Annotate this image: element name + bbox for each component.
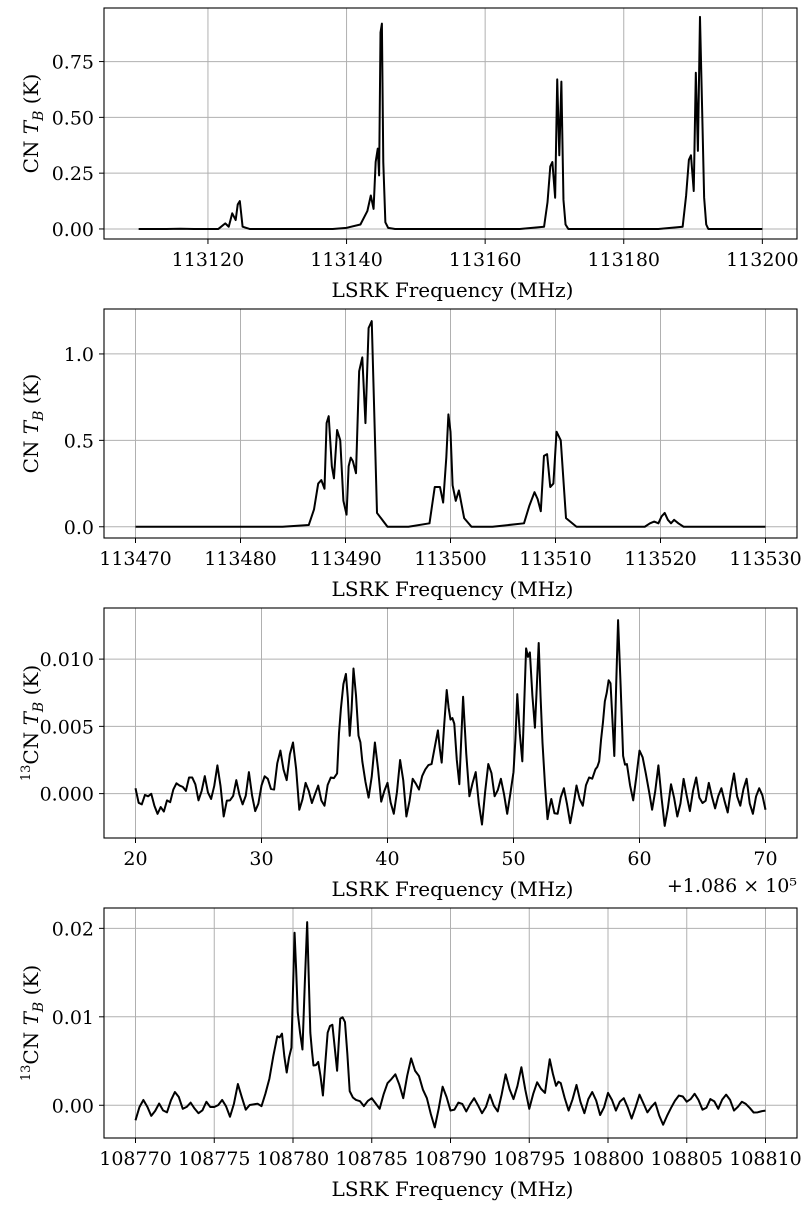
x-tick-label: 113510 [519,548,592,570]
y-tick-label: 1.0 [64,344,94,366]
spectrum-line [135,320,766,528]
x-tick-label: 30 [249,848,273,870]
x-tick-label: 113140 [310,249,383,271]
x-tick-label: 108790 [414,1148,487,1170]
y-axis-label: CN TB (K) [19,374,47,474]
y-axis-label: 13CN TB (K) [19,665,47,781]
x-tick-label: 113470 [99,548,172,570]
x-offset-label: +1.086 × 10⁵ [667,875,797,897]
y-tick-label: 0.75 [52,52,94,74]
x-tick-label: 113520 [624,548,697,570]
panel-1: 113120 113140 113160 113180 113200 0.00 0.25 0.… [19,7,799,302]
panel-3: 20 30 40 50 60 70 0.000 0.005 0.010 LSRK Frequenc… [19,607,798,901]
x-tick-label: 113200 [726,249,799,271]
spectrum-line [138,15,763,230]
axes-frame [103,607,798,839]
x-tick-label: 113500 [414,548,487,570]
y-tick-label: 0.00 [52,219,94,241]
y-tick-label: 0.01 [52,1007,94,1029]
x-axis-label: LSRK Frequency (MHz) [332,1177,574,1201]
panel-2: 113470 113480 113490 113500 113510 113520 1135… [19,308,802,601]
y-tick-label: 0.000 [40,784,94,806]
x-tick-label: 113120 [172,249,245,271]
y-tick-label: 0.005 [40,716,94,738]
x-tick-label: 108800 [572,1148,645,1170]
y-tick-label: 0.50 [52,107,94,129]
x-tick-label: 20 [123,848,147,870]
x-tick-label: 113530 [729,548,802,570]
x-tick-label: 108780 [257,1148,330,1170]
x-tick-label: 113490 [309,548,382,570]
y-tick-label: 0.0 [64,517,94,539]
x-tick-label: 113160 [449,249,522,271]
axes-frame [103,7,798,240]
panel-4: 108770 108775 108780 108785 108790 108795 1088… [19,907,802,1201]
x-tick-label: 40 [375,848,399,870]
x-axis-label: LSRK Frequency (MHz) [332,877,574,901]
y-axis-label: 13CN TB (K) [19,965,47,1081]
x-tick-label: 108785 [335,1148,408,1170]
x-tick-label: 113480 [204,548,277,570]
x-tick-label: 60 [627,848,651,870]
x-tick-label: 113180 [587,249,660,271]
x-tick-label: 108775 [178,1148,251,1170]
x-tick-label: 108805 [650,1148,723,1170]
x-tick-label: 108795 [493,1148,566,1170]
x-tick-label: 70 [753,848,777,870]
y-axis-label: CN TB (K) [19,74,47,174]
x-tick-label: 50 [501,848,525,870]
x-axis-label: LSRK Frequency (MHz) [332,577,574,601]
y-tick-label: 0.00 [52,1095,94,1117]
x-tick-label: 108810 [729,1148,802,1170]
y-tick-label: 0.010 [40,649,94,671]
y-tick-label: 0.25 [52,163,94,185]
spectrum-line [134,921,766,1129]
spectrum-line [134,619,767,827]
y-tick-label: 0.5 [64,430,94,452]
x-axis-label: LSRK Frequency (MHz) [332,278,574,302]
y-tick-label: 0.02 [52,918,94,940]
x-tick-label: 108770 [99,1148,172,1170]
